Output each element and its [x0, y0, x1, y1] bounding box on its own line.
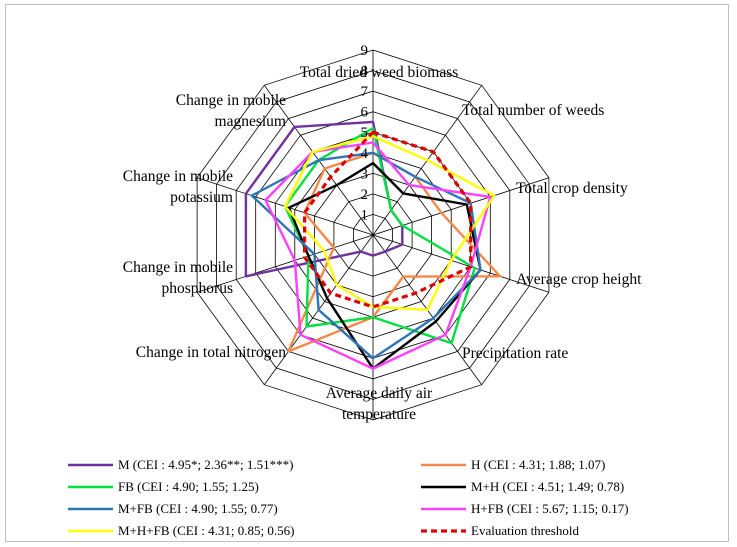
axis-label: Average daily air temperature [326, 385, 433, 423]
tick-label: 8 [361, 64, 369, 80]
axis-label: Total dried weed biomass [300, 64, 459, 81]
grid-spoke [196, 234, 374, 293]
tick-label: 5 [361, 125, 369, 141]
legend-label: M+H (CEI : 4.51; 1.49; 0.78) [471, 479, 624, 494]
radar-series [244, 120, 502, 370]
series-line-2 [283, 126, 476, 345]
axis-label: Total number of weeds [462, 102, 604, 119]
legend-label: M+H+FB (CEI : 4.31; 0.85; 0.56) [118, 523, 294, 538]
legend-label: M+FB (CEI : 4.90; 1.55; 0.77) [118, 501, 278, 516]
tick-label: 4 [361, 146, 369, 162]
axis-label: Change in total nitrogen [136, 344, 286, 361]
axis-label: Average crop height [516, 271, 642, 288]
legend-label: M (CEI : 4.95*; 2.36**; 1.51***) [118, 457, 294, 472]
tick-label: 9 [361, 43, 369, 59]
radial-tick-labels: 1 2 3 4 5 6 7 8 9 [361, 43, 369, 223]
legend-label: Evaluation threshold [471, 523, 579, 538]
tick-label: 2 [361, 187, 369, 203]
tick-label: 7 [361, 84, 369, 100]
tick-label: 3 [361, 166, 369, 182]
axis-label: Total crop density [516, 180, 628, 197]
tick-label: 6 [361, 105, 369, 121]
axis-label: Change in mobile phosphorus [123, 259, 233, 297]
tick-label: 1 [361, 207, 369, 223]
series-line-6 [283, 135, 496, 311]
series-line-7 [303, 130, 473, 309]
legend-label: H+FB (CEI : 5.67; 1.15; 0.17) [471, 501, 629, 516]
series-line-4 [250, 151, 482, 360]
legend-label: FB (CEI : 4.90; 1.55; 1.25) [118, 479, 259, 494]
axis-label: Change in mobile potassium [123, 168, 233, 206]
axis-labels: Total dried weed biomass Total number of … [123, 64, 642, 423]
axis-label: Precipitation rate [462, 345, 568, 362]
legend: M (CEI : 4.95*; 2.36**; 1.51***) H (CEI :… [68, 457, 629, 538]
legend-label: H (CEI : 4.31; 1.88; 1.07) [471, 457, 605, 472]
axis-label: Change in mobile magnesium [176, 92, 286, 130]
